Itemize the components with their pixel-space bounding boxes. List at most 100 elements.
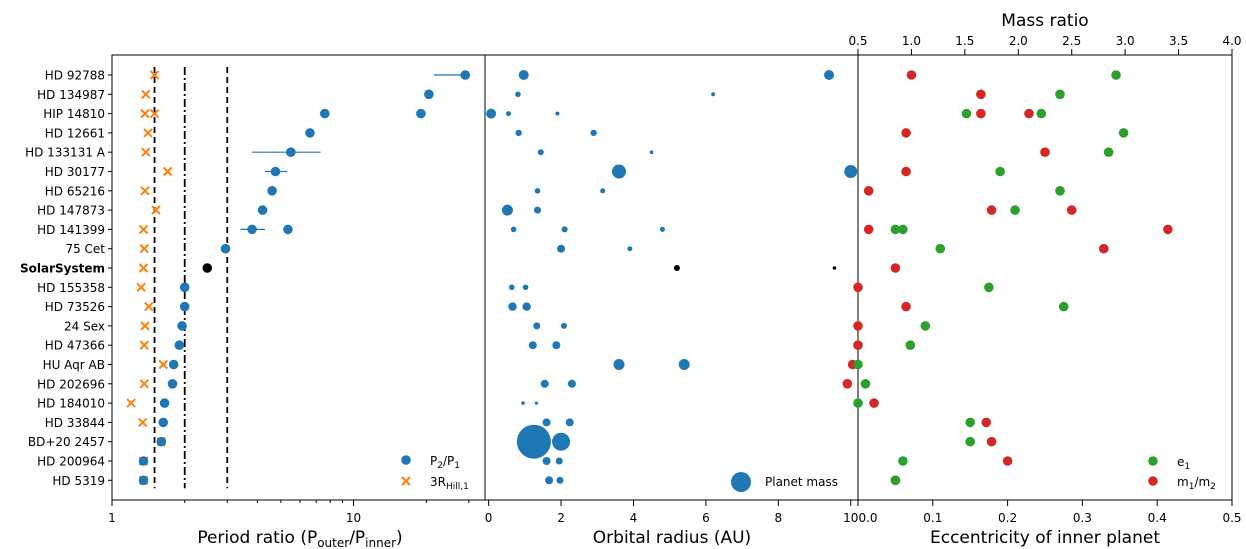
- period-ratio-point: [286, 147, 296, 157]
- chart-marks: HD 92788 HD 134987 HIP 14810 HD 12661 HD 133…: [20, 34, 1242, 525]
- planet-point: [565, 418, 574, 427]
- top-x-tick-label: 3.0: [1116, 34, 1135, 48]
- x-marker-stroke: [139, 340, 149, 350]
- planet-point: [613, 359, 625, 370]
- x-marker-stroke: [141, 147, 151, 157]
- system-label: HD 12661: [45, 126, 105, 140]
- hill-ratio-marker: [141, 147, 151, 157]
- mass-ratio-point: [1163, 224, 1173, 235]
- system-label: HD 155358: [37, 281, 105, 295]
- period-ratio-point: [267, 186, 277, 196]
- mass-ratio-point: [890, 263, 901, 273]
- x-marker-stroke: [158, 359, 168, 370]
- top-x-tick-label: 1.5: [955, 34, 974, 48]
- eccentricity-point: [890, 475, 901, 486]
- system-label: HD 73526: [45, 300, 105, 314]
- planet-point: [659, 226, 665, 232]
- x-marker-stroke: [138, 263, 149, 273]
- hill-ratio-marker: [158, 359, 168, 370]
- planet-point: [516, 424, 551, 459]
- planet-point: [590, 129, 597, 137]
- system-label: HD 134987: [37, 88, 105, 102]
- hill-ratio-marker: [141, 89, 151, 100]
- mass-ratio-point: [901, 128, 911, 138]
- period-ratio-point: [202, 263, 213, 273]
- x-tick-label: 0.5: [1222, 511, 1241, 525]
- period-ratio-point: [179, 301, 190, 312]
- planet-point: [552, 341, 561, 350]
- period-ratio-point: [167, 379, 178, 389]
- eccentricity-point: [853, 398, 863, 408]
- mass-ratio-point: [986, 436, 997, 447]
- x-axis-label-eccentricity: Eccentricity of inner planet: [930, 528, 1160, 548]
- planet-point: [528, 341, 537, 350]
- planet-point: [510, 226, 517, 233]
- x-marker-stroke: [139, 379, 149, 389]
- hill-ratio-marker: [139, 340, 149, 350]
- period-ratio-point: [179, 282, 190, 293]
- planet-point: [555, 111, 560, 116]
- legend-marker-hill: [401, 476, 411, 486]
- hill-ratio-marker: [138, 263, 149, 273]
- eccentricity-point: [984, 282, 994, 293]
- x-marker-stroke: [143, 128, 153, 138]
- planet-point: [824, 70, 835, 80]
- top-x-tick-label: 2.5: [1062, 34, 1081, 48]
- planet-point: [506, 111, 512, 117]
- system-label: HD 47366: [45, 339, 105, 353]
- system-label: HD 147873: [37, 204, 105, 218]
- x-tick-label: 10: [843, 511, 858, 525]
- eccentricity-point: [920, 321, 931, 331]
- x-tick-label: 8: [775, 511, 783, 525]
- hill-ratio-marker: [149, 108, 160, 119]
- hill-ratio-marker: [138, 224, 149, 235]
- planet-point: [552, 432, 571, 451]
- top-x-tick-label: 2.0: [1009, 34, 1028, 48]
- hill-ratio-marker: [140, 186, 150, 196]
- planet-point: [560, 322, 567, 329]
- system-label: HD 202696: [37, 377, 105, 391]
- period-ratio-point: [247, 224, 257, 235]
- mass-ratio-point: [1024, 108, 1034, 119]
- planet-point: [557, 244, 566, 253]
- panel-frame-3: [857, 54, 1233, 501]
- planet-point: [522, 284, 529, 291]
- period-ratio-point: [159, 398, 170, 408]
- planet-point: [515, 91, 521, 98]
- x-tick-label: 0.2: [998, 511, 1017, 525]
- x-marker-stroke: [141, 89, 151, 100]
- x-tick-label: 0.4: [1148, 511, 1167, 525]
- planet-point: [673, 265, 680, 271]
- mass-ratio-point: [853, 282, 863, 293]
- mass-ratio-point: [853, 340, 863, 351]
- planet-point: [567, 379, 576, 388]
- planet-point: [545, 476, 554, 485]
- top-x-tick-label: 4.0: [1222, 34, 1241, 48]
- x-axis-label-period-ratio: Period ratio (Pouter/Pinner): [197, 528, 402, 549]
- x-tick-label: 2: [557, 511, 565, 525]
- x-tick-label: 1: [108, 511, 116, 525]
- eccentricity-point: [935, 243, 946, 254]
- planet-point: [711, 92, 716, 97]
- x-axis-label-orbital-radius: Orbital radius (AU): [593, 528, 751, 548]
- period-ratio-point: [460, 70, 471, 80]
- hill-ratio-marker: [143, 128, 153, 138]
- planet-point: [534, 206, 542, 214]
- x-tick-label: 6: [702, 511, 710, 525]
- hill-ratio-marker: [149, 70, 160, 80]
- period-ratio-point: [174, 340, 185, 351]
- mass-ratio-point: [1040, 147, 1050, 157]
- planet-point: [561, 226, 568, 233]
- legend-label-planet-mass: Planet mass: [765, 475, 838, 489]
- eccentricity-point: [965, 436, 975, 447]
- eccentricity-point: [1055, 186, 1065, 196]
- planet-point: [522, 302, 531, 311]
- top-x-tick-label: 1.0: [902, 34, 921, 48]
- period-ratio-point: [319, 108, 330, 119]
- period-ratio-point: [270, 166, 281, 177]
- legend-label-hill: 3RHill,1: [430, 475, 469, 492]
- hill-ratio-marker: [136, 282, 146, 293]
- hill-ratio-marker: [140, 108, 150, 119]
- x-marker-stroke: [149, 70, 160, 80]
- legend-label-eccentricity: e1: [1177, 455, 1190, 472]
